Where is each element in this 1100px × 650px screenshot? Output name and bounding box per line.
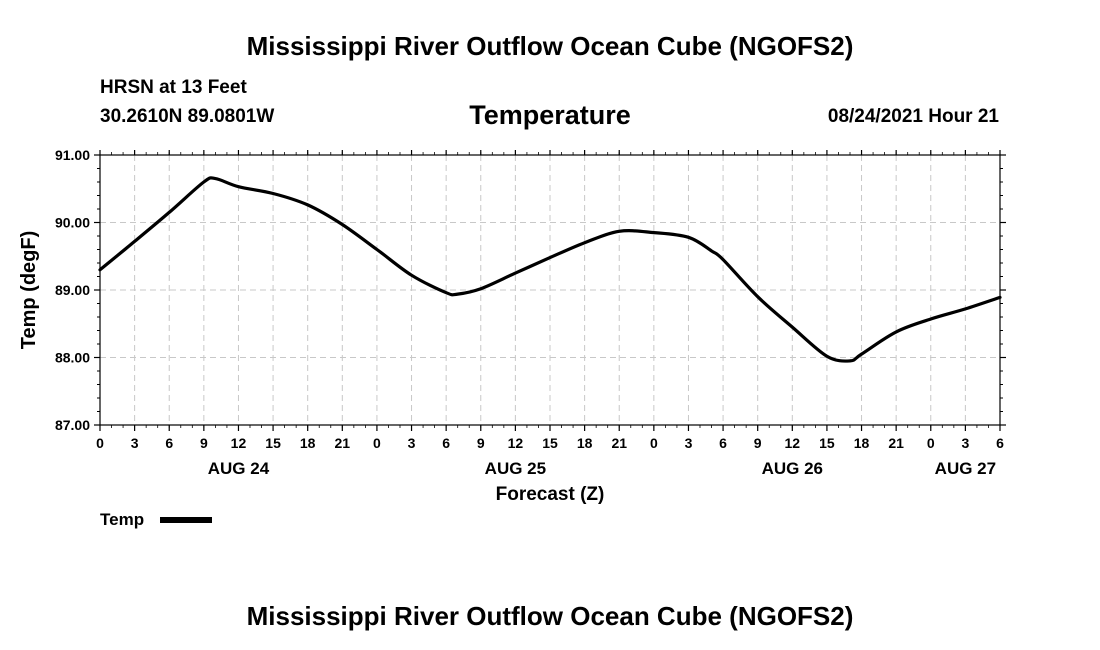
x-tick-label: 21 (335, 435, 351, 451)
x-tick-label: 18 (577, 435, 593, 451)
y-tick-label: 88.00 (55, 350, 90, 366)
x-tick-label: 6 (996, 435, 1004, 451)
x-tick-label: 6 (719, 435, 727, 451)
x-tick-label: 3 (961, 435, 969, 451)
day-label: AUG 27 (935, 459, 996, 478)
forecast-timestamp: 08/24/2021 Hour 21 (827, 106, 999, 127)
day-label: AUG 26 (762, 459, 823, 478)
x-tick-label: 0 (96, 435, 104, 451)
x-tick-label: 6 (442, 435, 450, 451)
station-coordinates: 30.2610N 89.0801W (100, 106, 275, 127)
footer-title: Mississippi River Outflow Ocean Cube (NG… (246, 601, 854, 631)
x-tick-label: 12 (785, 435, 801, 451)
x-tick-label: 6 (165, 435, 173, 451)
y-tick-label: 87.00 (55, 417, 90, 433)
x-tick-label: 0 (373, 435, 381, 451)
y-axis-label: Temp (degF) (18, 231, 40, 350)
series-layer (98, 176, 1002, 363)
chart-title: Mississippi River Outflow Ocean Cube (NG… (246, 31, 854, 61)
grid-lines (100, 155, 1000, 425)
x-tick-label: 15 (542, 435, 558, 451)
x-tick-label: 0 (927, 435, 935, 451)
x-tick-label: 9 (477, 435, 485, 451)
y-tick-label: 90.00 (55, 215, 90, 231)
x-tick-label: 3 (408, 435, 416, 451)
day-label: AUG 25 (485, 459, 546, 478)
x-tick-label: 3 (685, 435, 693, 451)
legend-swatch-temp (160, 517, 212, 523)
x-tick-label: 9 (754, 435, 762, 451)
x-tick-label: 15 (819, 435, 835, 451)
x-tick-label: 15 (265, 435, 281, 451)
day-label: AUG 24 (208, 459, 270, 478)
axes: 87.00 88.00 89.00 90.00 91.00 0 3 6 9 12 15 18 21 0 3 6… (55, 147, 1006, 478)
y-tick-label: 91.00 (55, 147, 90, 163)
x-tick-label: 12 (508, 435, 524, 451)
x-tick-label: 21 (611, 435, 627, 451)
x-axis-label: Forecast (Z) (496, 484, 605, 505)
station-name: HRSN at 13 Feet (100, 77, 247, 98)
x-tick-label: 21 (888, 435, 904, 451)
y-tick-label: 89.00 (55, 282, 90, 298)
legend-label: Temp (100, 510, 145, 529)
x-tick-label: 12 (231, 435, 247, 451)
x-tick-label: 3 (131, 435, 139, 451)
x-tick-label: 9 (200, 435, 208, 451)
x-tick-label: 18 (300, 435, 316, 451)
x-tick-label: 18 (854, 435, 870, 451)
variable-title: Temperature (469, 100, 631, 130)
x-tick-label: 0 (650, 435, 658, 451)
series-line-temp (98, 176, 1002, 363)
